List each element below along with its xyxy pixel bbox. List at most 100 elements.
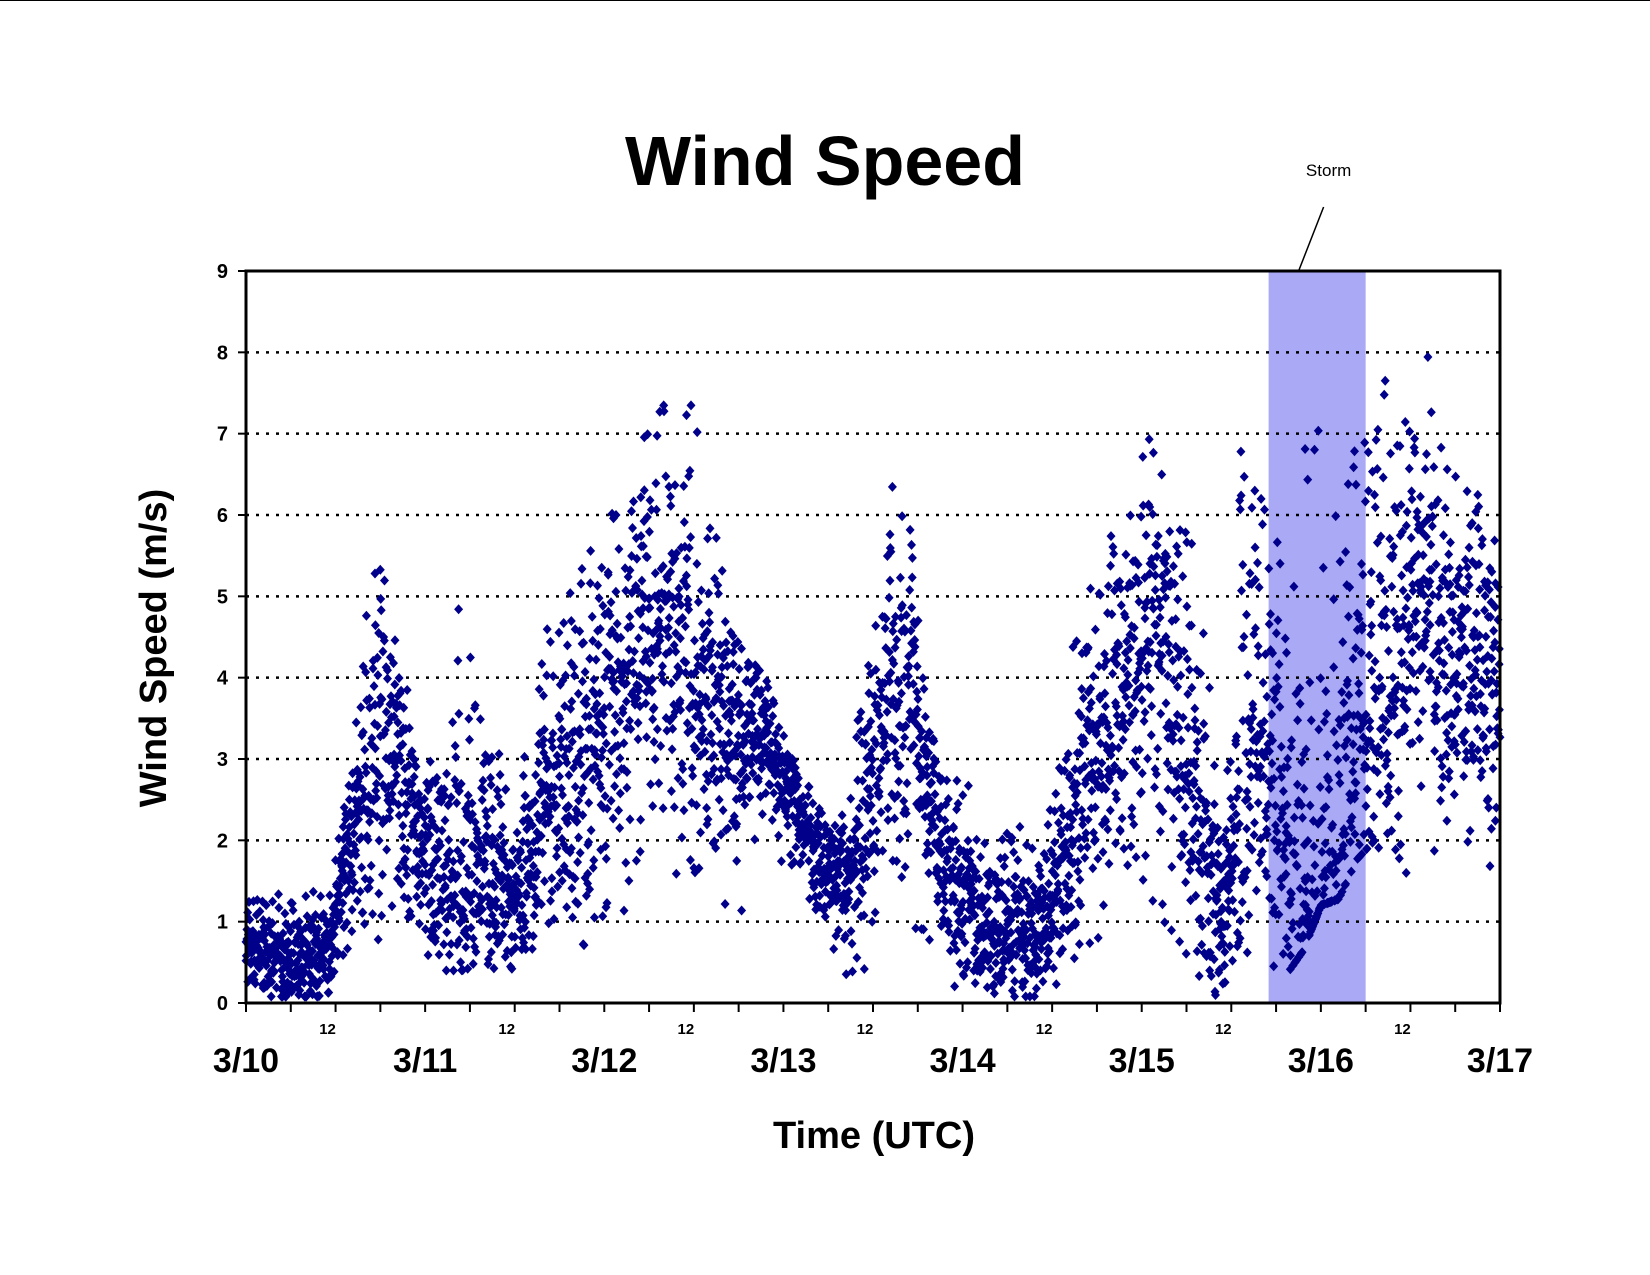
- data-point: [1387, 581, 1397, 592]
- data-point: [682, 553, 692, 564]
- data-point: [575, 729, 585, 740]
- data-point: [1105, 805, 1115, 816]
- data-point: [1246, 724, 1256, 734]
- data-point: [882, 706, 892, 717]
- data-point: [910, 635, 920, 645]
- data-point: [1487, 566, 1497, 577]
- data-point: [1074, 939, 1084, 950]
- data-point: [286, 926, 295, 937]
- data-point: [1179, 646, 1189, 657]
- data-point: [633, 717, 643, 728]
- data-point: [1198, 841, 1208, 852]
- data-point: [1456, 632, 1466, 643]
- data-point: [676, 705, 686, 715]
- data-point: [456, 778, 466, 789]
- data-point: [1196, 913, 1205, 924]
- data-point: [1268, 735, 1278, 746]
- data-point: [1058, 944, 1068, 955]
- data-point: [1102, 655, 1111, 666]
- data-point: [852, 952, 862, 963]
- data-point: [716, 829, 726, 840]
- data-point: [710, 573, 720, 584]
- data-point: [678, 613, 688, 623]
- data-point: [1152, 769, 1161, 780]
- data-point: [510, 931, 520, 942]
- data-point: [439, 939, 449, 950]
- x-tick-label-minor: 12: [857, 1021, 874, 1038]
- data-point: [423, 950, 433, 961]
- data-point: [1467, 518, 1477, 529]
- data-point: [953, 798, 963, 809]
- data-point: [757, 809, 767, 820]
- data-point: [1474, 559, 1484, 570]
- data-point: [914, 751, 924, 762]
- data-point: [260, 929, 270, 940]
- data-point: [1134, 596, 1144, 607]
- data-point: [1186, 620, 1196, 631]
- data-point: [611, 510, 621, 520]
- y-tick-label: 1: [217, 912, 228, 934]
- data-point: [392, 770, 402, 781]
- data-point: [1212, 894, 1222, 905]
- data-point: [1065, 772, 1074, 783]
- data-point: [552, 851, 561, 862]
- data-point: [815, 890, 825, 901]
- data-point: [1078, 693, 1088, 704]
- data-point: [865, 784, 875, 795]
- data-point: [625, 611, 635, 622]
- data-point: [1463, 836, 1473, 847]
- data-point: [552, 800, 562, 811]
- data-point: [1135, 744, 1145, 755]
- data-point: [1411, 686, 1421, 696]
- data-point: [1176, 735, 1186, 746]
- data-point: [1112, 649, 1122, 660]
- data-point: [1036, 944, 1046, 954]
- data-point: [1288, 918, 1298, 928]
- data-point: [1116, 583, 1126, 594]
- data-point: [636, 814, 646, 825]
- data-point: [708, 662, 717, 673]
- data-point: [1106, 750, 1116, 761]
- data-point: [888, 626, 898, 637]
- data-point: [1228, 801, 1238, 812]
- data-point: [1088, 671, 1098, 682]
- data-point: [1098, 847, 1108, 858]
- data-point: [520, 916, 530, 927]
- data-point: [666, 566, 676, 577]
- data-point: [653, 647, 663, 658]
- data-point: [1379, 734, 1389, 745]
- data-point: [963, 780, 973, 791]
- data-point: [1375, 672, 1385, 683]
- data-point: [868, 815, 878, 826]
- data-point: [1073, 856, 1083, 867]
- data-point: [554, 823, 564, 834]
- data-point: [1334, 770, 1344, 780]
- data-point: [737, 905, 747, 916]
- data-point: [369, 681, 379, 692]
- data-point: [459, 913, 469, 924]
- data-point: [1185, 664, 1194, 675]
- data-point: [930, 789, 940, 800]
- data-point: [1293, 715, 1303, 726]
- data-point: [1469, 751, 1478, 762]
- data-point: [1125, 717, 1134, 728]
- data-point: [1342, 735, 1352, 746]
- data-point: [554, 627, 564, 638]
- data-point: [470, 817, 480, 828]
- data-point: [675, 633, 685, 644]
- data-point: [823, 851, 833, 862]
- data-point: [615, 753, 625, 764]
- data-point: [1462, 562, 1472, 573]
- data-point: [1310, 860, 1320, 871]
- data-point: [897, 600, 907, 611]
- data-point: [1317, 814, 1327, 824]
- data-point: [1472, 724, 1482, 735]
- data-point: [1415, 733, 1425, 744]
- data-point: [664, 622, 673, 633]
- data-point: [1400, 721, 1410, 732]
- data-point: [451, 752, 461, 763]
- data-point: [1168, 655, 1178, 666]
- data-point: [1372, 464, 1382, 474]
- data-point: [1172, 771, 1182, 782]
- data-point: [1447, 649, 1457, 660]
